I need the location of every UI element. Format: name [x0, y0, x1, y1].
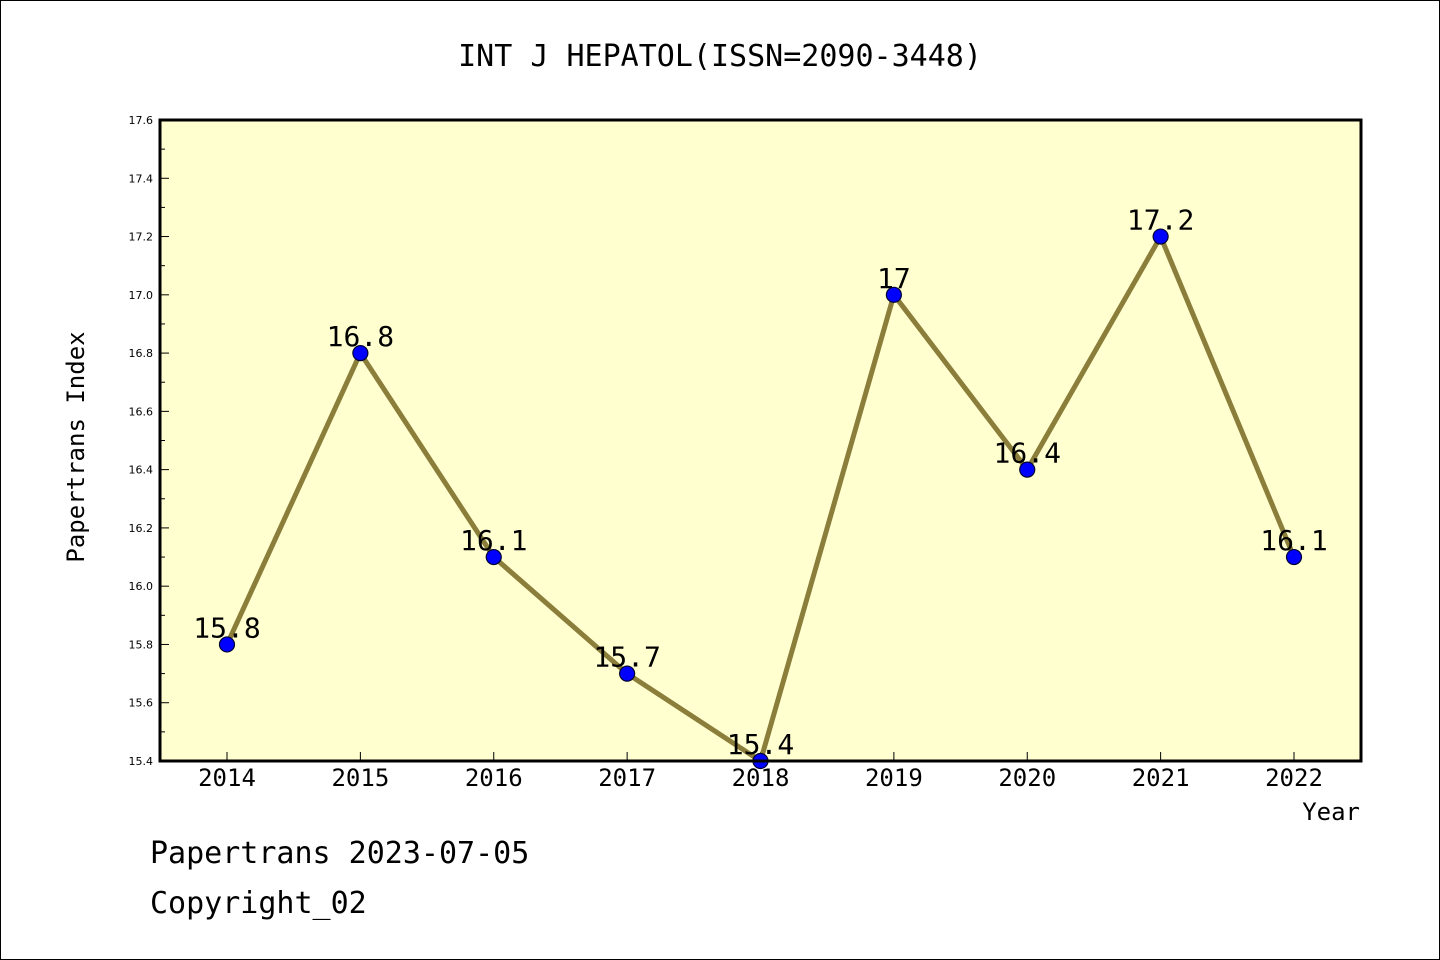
x-axis-label: Year: [1302, 798, 1360, 826]
plot-frame: [158, 118, 1363, 763]
x-tick-label: 2021: [1132, 764, 1190, 792]
data-label: 16.1: [1260, 524, 1327, 557]
y-tick-label: 15.4: [129, 755, 154, 768]
data-point: [1285, 548, 1303, 566]
data-point: [1019, 461, 1036, 478]
data-point: [218, 636, 236, 653]
y-tick-label: 15.8: [129, 638, 154, 651]
data-point: [885, 286, 902, 303]
x-tick-label: 2020: [998, 764, 1056, 792]
data-label: 16.4: [994, 437, 1061, 470]
data-label: 15.4: [727, 728, 794, 761]
plot-area: [160, 120, 1361, 761]
y-tick-label: 17.0: [129, 289, 154, 302]
y-tick-label: 17.6: [129, 114, 154, 127]
y-tick-label: 16.0: [129, 580, 154, 593]
data-point: [485, 548, 502, 566]
x-tick-label: 2016: [465, 764, 523, 792]
y-axis-label: Papertrans Index: [62, 331, 90, 562]
data-label: 17: [877, 262, 911, 295]
footer-date-line: Papertrans 2023-07-05: [150, 836, 530, 871]
data-label: 16.8: [327, 320, 394, 353]
chart-title: INT J HEPATOL(ISSN=2090-3448): [458, 39, 982, 74]
data-point: [352, 344, 369, 362]
data-label: 17.2: [1127, 204, 1194, 237]
y-tick-label: 16.2: [129, 522, 154, 535]
footer-copyright-line: Copyright_02: [150, 886, 367, 921]
y-tick-label: 16.4: [129, 464, 154, 477]
data-label: 15.7: [593, 641, 660, 674]
y-tick-label: 15.6: [129, 697, 154, 710]
x-tick-label: 2014: [198, 764, 256, 792]
x-tick-label: 2019: [865, 764, 923, 792]
y-tick-label: 16.6: [129, 405, 154, 418]
y-tick-label: 17.4: [129, 172, 154, 185]
x-tick-label: 2015: [331, 764, 389, 792]
x-tick-label: 2022: [1265, 764, 1323, 792]
data-label: 15.8: [193, 611, 260, 644]
x-tick-label: 2017: [598, 764, 656, 792]
data-point: [1152, 228, 1169, 245]
y-tick-label: 17.2: [129, 231, 154, 244]
y-tick-label: 16.8: [129, 347, 154, 360]
data-label: 16.1: [460, 524, 527, 557]
data-point: [619, 665, 636, 682]
